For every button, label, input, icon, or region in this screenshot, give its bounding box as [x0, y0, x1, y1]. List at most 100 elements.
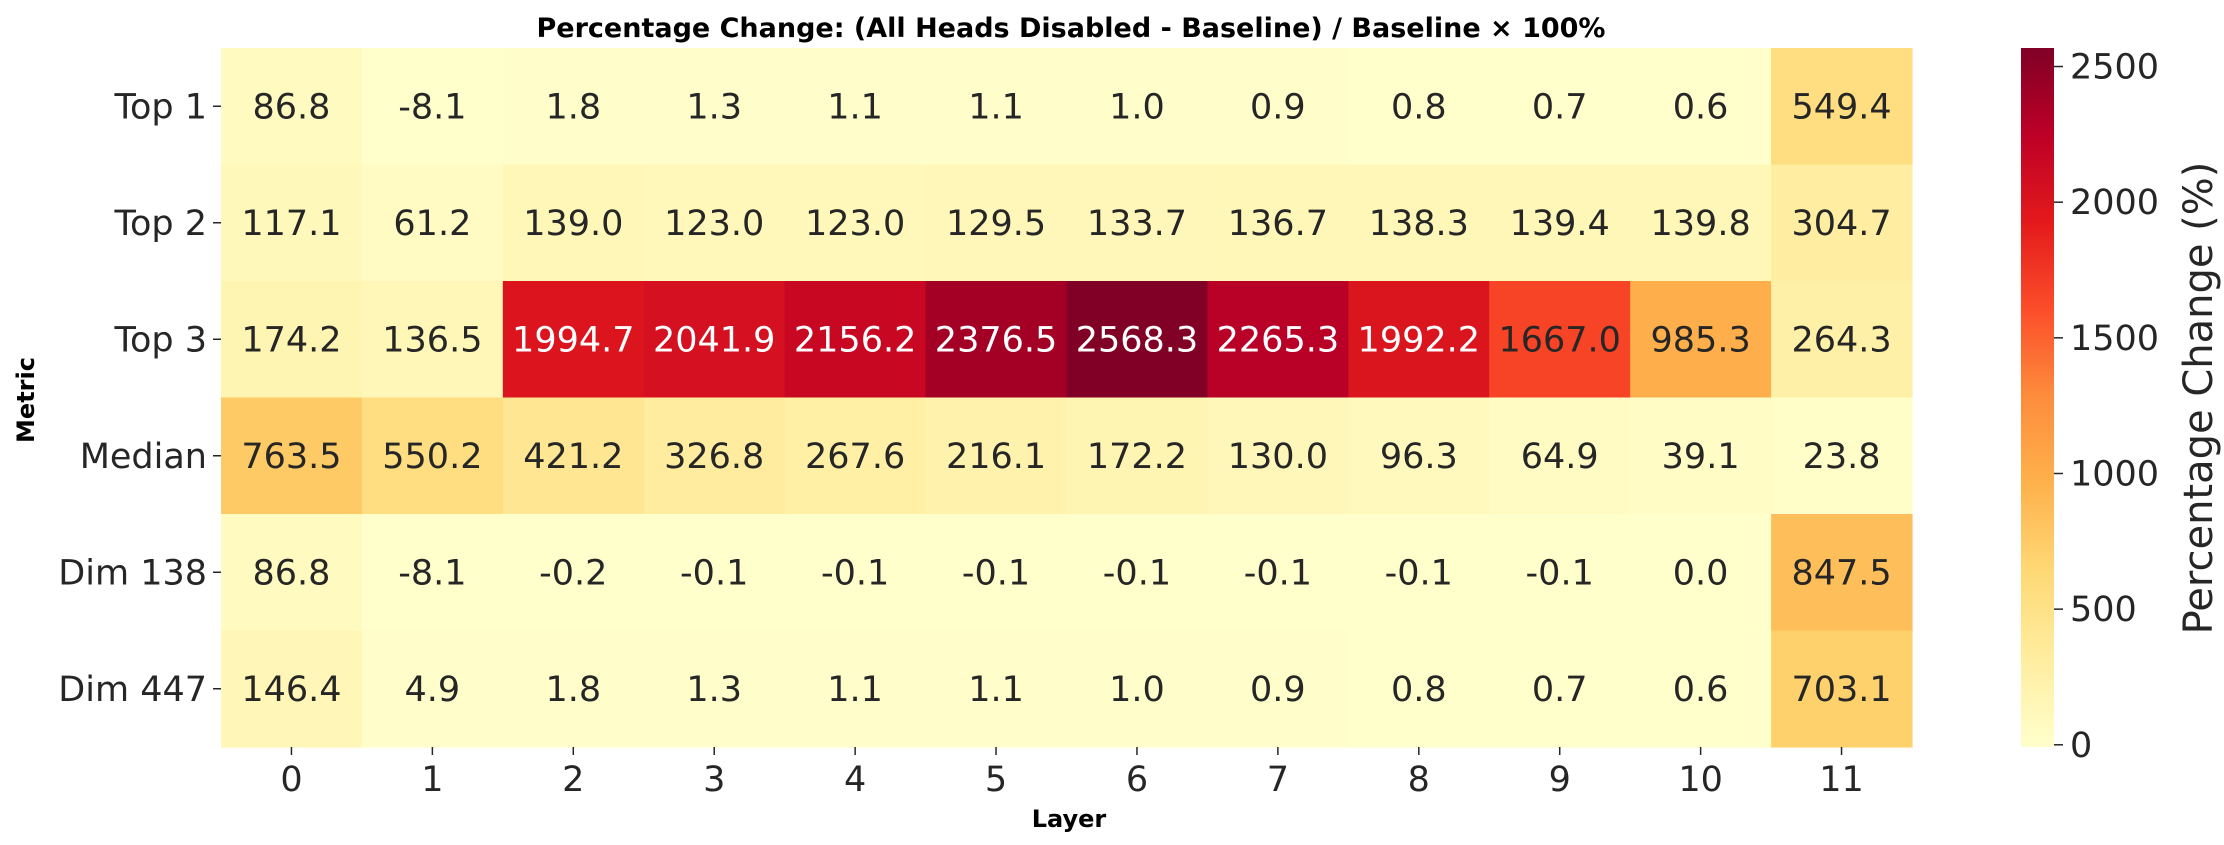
heatmap-cell: [221, 514, 363, 632]
heatmap-cell: [1771, 397, 1913, 515]
heatmap-cell-label: 0.6: [1673, 87, 1729, 127]
heatmap-cell: [1771, 48, 1913, 166]
heatmap-cell: [784, 48, 927, 166]
x-axis-label: Layer: [1032, 805, 1107, 833]
heatmap-cell: [1489, 281, 1631, 399]
heatmap-cell-label: 1.0: [1109, 670, 1165, 710]
heatmap-cell-label: 763.5: [241, 437, 341, 477]
heatmap-cell-label: 1.8: [545, 670, 601, 710]
heatmap-cell-label: 61.2: [393, 204, 471, 244]
heatmap-cell-label: 123.0: [664, 204, 764, 244]
y-tick-label: Dim 447: [58, 670, 207, 710]
heatmap-cell-label: 4.9: [405, 670, 461, 710]
heatmap-cell-label: 136.7: [1228, 204, 1328, 244]
heatmap-cell: [1348, 281, 1490, 399]
heatmap-cell: [1771, 514, 1913, 632]
heatmap-cell: [1348, 630, 1490, 748]
heatmap-cell-label: 1.0: [1109, 87, 1165, 127]
heatmap-cell: [1771, 630, 1913, 748]
heatmap-cell-label: 1.3: [686, 670, 742, 710]
chart-title: Percentage Change: (All Heads Disabled -…: [537, 13, 1606, 44]
heatmap-cell: [1630, 514, 1772, 632]
heatmap-cell: [221, 164, 363, 282]
x-tick-label: 2: [562, 760, 584, 800]
heatmap-cell-label: 136.5: [382, 320, 482, 360]
heatmap-cell-label: -0.2: [539, 553, 607, 593]
heatmap-cell: [361, 514, 504, 632]
heatmap-cell: [1066, 630, 1209, 748]
heatmap-cell: [1489, 48, 1631, 166]
heatmap-cell: [1348, 514, 1490, 632]
heatmap-cell-label: -0.1: [1385, 553, 1453, 593]
heatmap-cell: [221, 630, 363, 748]
heatmap-cell-label: 64.9: [1521, 437, 1599, 477]
heatmap-cell: [1207, 281, 1349, 399]
heatmap-cell: [502, 164, 645, 282]
heatmap-cell-label: 0.9: [1250, 670, 1306, 710]
heatmap-cell: [1066, 164, 1209, 282]
heatmap-cell: [643, 281, 786, 399]
heatmap-cell: [502, 48, 645, 166]
x-tick-label: 5: [985, 760, 1007, 800]
heatmap-cell: [361, 630, 504, 748]
heatmap-cell: [784, 514, 927, 632]
heatmap-cell: [361, 48, 504, 166]
heatmap-cell-label: 1.3: [686, 87, 742, 127]
colorbar: 0 500 1000 1500 2000 2500 Percentage Change (…: [2021, 48, 2222, 766]
heatmap-cell-label: -0.1: [962, 553, 1030, 593]
heatmap-cell-label: 2041.9: [653, 320, 775, 360]
heatmap-cell-label: 39.1: [1662, 437, 1740, 477]
heatmap-cell: [1489, 514, 1631, 632]
heatmap-cell: [1066, 397, 1209, 515]
heatmap-cell-label: 117.1: [241, 204, 341, 244]
heatmap-cells: [221, 48, 1913, 748]
heatmap-cell-label: 138.3: [1369, 204, 1469, 244]
heatmap-cell-label: 133.7: [1087, 204, 1187, 244]
heatmap-cell-label: 174.2: [241, 320, 341, 360]
x-tick-label: 7: [1267, 760, 1289, 800]
heatmap-cell-label: 2265.3: [1217, 320, 1339, 360]
x-tick-label: 11: [1819, 760, 1864, 800]
heatmap-cell: [643, 48, 786, 166]
heatmap-cell-label: -8.1: [398, 87, 466, 127]
heatmap-cell: [784, 281, 927, 399]
heatmap-cell-label: 129.5: [946, 204, 1046, 244]
colorbar-tick-label: 0: [2070, 726, 2092, 766]
heatmap-cell-label: 1667.0: [1498, 320, 1620, 360]
heatmap-cell-label: 130.0: [1228, 437, 1328, 477]
y-axis-label: Metric: [12, 357, 40, 443]
heatmap-cell-label: 86.8: [252, 87, 330, 127]
heatmap-cell: [502, 514, 645, 632]
heatmap-cell: [502, 630, 645, 748]
heatmap-cell: [1348, 164, 1490, 282]
colorbar-tick-label: 1000: [2070, 454, 2159, 494]
heatmap-cell: [784, 164, 927, 282]
heatmap-cell: [1630, 48, 1772, 166]
heatmap-cell-label: 1.1: [827, 87, 883, 127]
heatmap-cell: [361, 397, 504, 515]
heatmap-cell: [1066, 514, 1209, 632]
heatmap-cell-label: 264.3: [1791, 320, 1891, 360]
heatmap-cell-label: 139.8: [1651, 204, 1751, 244]
heatmap-cell: [1630, 397, 1772, 515]
heatmap-cell: [643, 164, 786, 282]
heatmap-cell: [643, 514, 786, 632]
heatmap-cell-labels: 86.8 -8.1 1.8 1.3 1.1 1.1 1.0 0.9 0.8 0.7 0.6 549.4…: [241, 87, 1891, 710]
heatmap-cell-label: 86.8: [252, 553, 330, 593]
heatmap-cell-label: 1992.2: [1358, 320, 1480, 360]
heatmap-cell: [1630, 164, 1772, 282]
y-tick-label: Top 2: [114, 204, 207, 244]
heatmap-cell: [361, 164, 504, 282]
heatmap-cell-label: 1.1: [968, 670, 1024, 710]
heatmap-cell-label: 139.0: [523, 204, 623, 244]
heatmap-cell: [1489, 630, 1631, 748]
heatmap-cell: [1066, 48, 1209, 166]
heatmap-cell-label: -8.1: [398, 553, 466, 593]
x-tick-label: 6: [1126, 760, 1148, 800]
heatmap-cell-label: 703.1: [1791, 670, 1891, 710]
heatmap-cell: [1207, 48, 1349, 166]
heatmap-cell-label: 2156.2: [794, 320, 916, 360]
heatmap-cell-label: 1.1: [968, 87, 1024, 127]
heatmap-cell: [925, 48, 1068, 166]
